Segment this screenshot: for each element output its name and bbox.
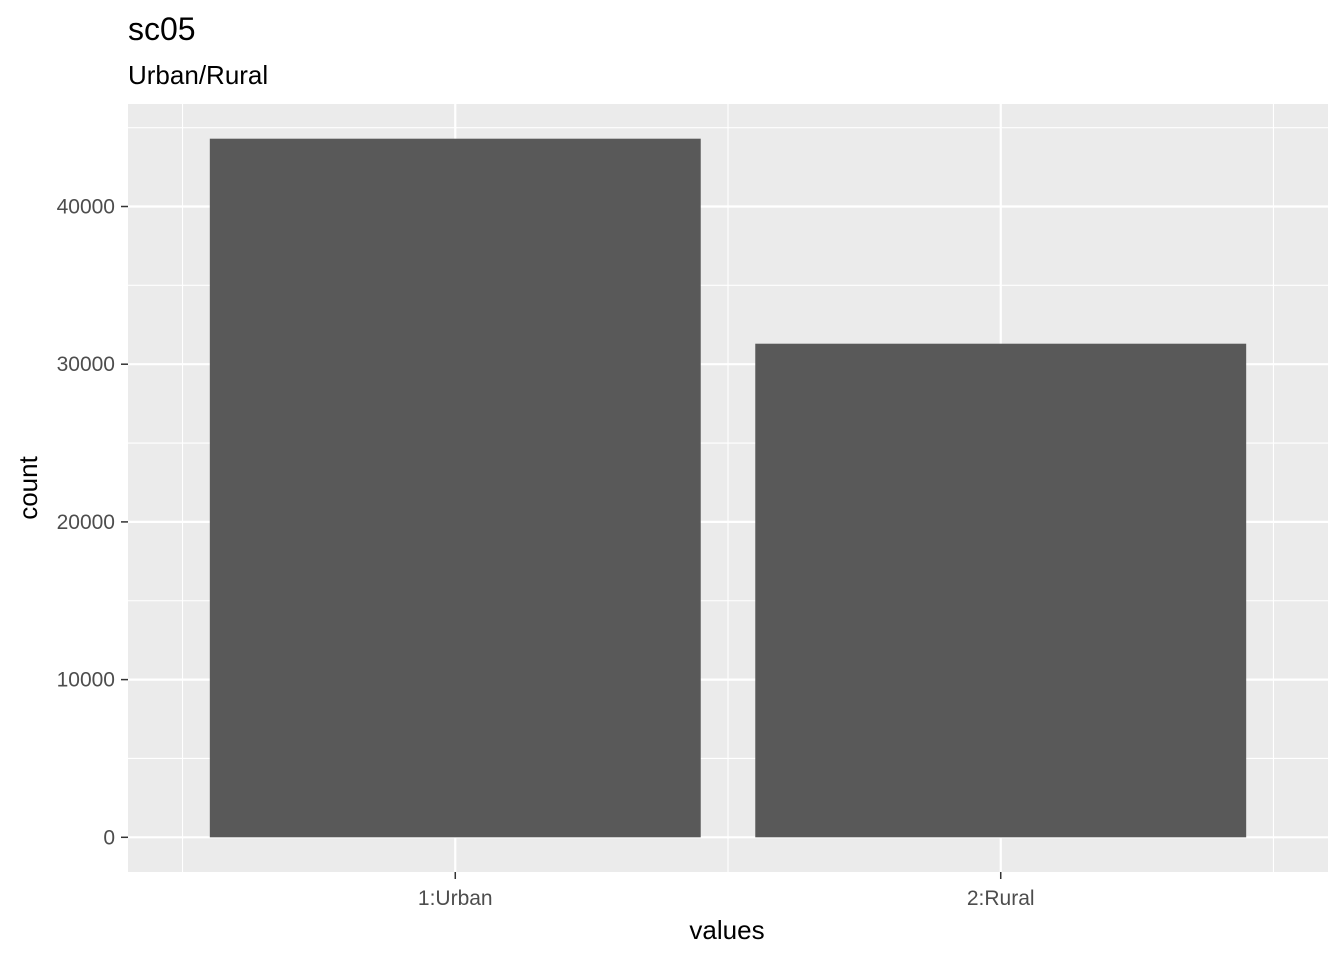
- y-tick-label: 0: [103, 826, 115, 849]
- y-tick-label: 10000: [57, 669, 115, 692]
- x-axis: 1:Urban 2:Rural: [418, 872, 1035, 910]
- y-tick-label: 20000: [57, 511, 115, 534]
- y-tick-label: 30000: [57, 353, 115, 376]
- x-tick-label: 2:Rural: [967, 887, 1035, 910]
- x-tick-label: 1:Urban: [418, 887, 493, 910]
- chart-subtitle: Urban/Rural: [128, 60, 268, 90]
- x-axis-title: values: [689, 915, 764, 945]
- y-axis-title: count: [13, 455, 43, 519]
- y-axis: 0 10000 20000 30000 40000: [57, 196, 128, 849]
- bars: [209, 138, 1247, 838]
- y-tick-label: 40000: [57, 196, 115, 219]
- bar-1-urban: [209, 138, 701, 838]
- chart-title: sc05: [128, 11, 196, 47]
- bar-2-rural: [755, 343, 1247, 838]
